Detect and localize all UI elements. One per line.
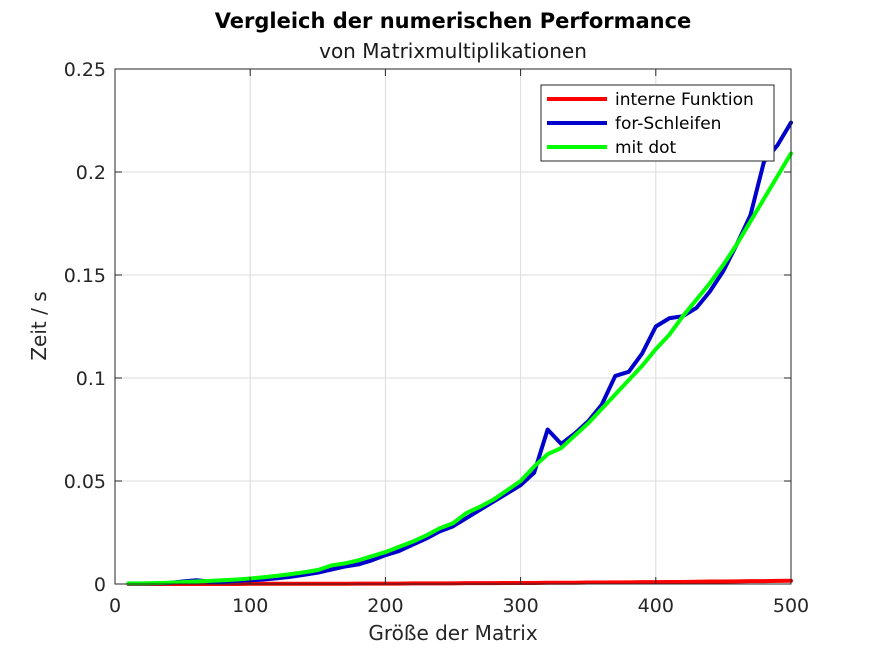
x-tick-label: 500 [773,595,809,617]
legend-entry: interne Funktion [615,90,754,110]
legend-entry: mit dot [615,138,677,158]
axes-box [114,68,792,585]
x-tick-label: 100 [232,595,268,617]
x-tick-label: 200 [367,595,403,617]
chart-title: Vergleich der numerischen Performance [215,9,692,33]
x-tick-label: 0 [109,595,121,617]
series-line-3 [126,151,793,586]
ticks: 0 100 200 300 400 500 0 0.05 0.1 0.15 0.2 0.25 [64,59,809,617]
y-tick-label: 0.1 [76,368,106,390]
x-axis-label: Größe der Matrix [368,621,537,645]
y-tick-label: 0.25 [64,59,106,81]
y-tick-label: 0.15 [64,265,106,287]
x-tick-label: 400 [638,595,674,617]
y-tick-label: 0 [94,574,106,596]
y-axis-label: Zeit / s [27,291,51,360]
x-tick-label: 300 [502,595,538,617]
y-tick-label: 0.2 [76,162,106,184]
y-tick-label: 0.05 [64,471,106,493]
legend: interne Funktion for-Schleifen mit dot [540,84,775,162]
chart-subtitle: von Matrixmultiplikationen [319,39,587,63]
legend-entry: for-Schleifen [615,114,721,134]
